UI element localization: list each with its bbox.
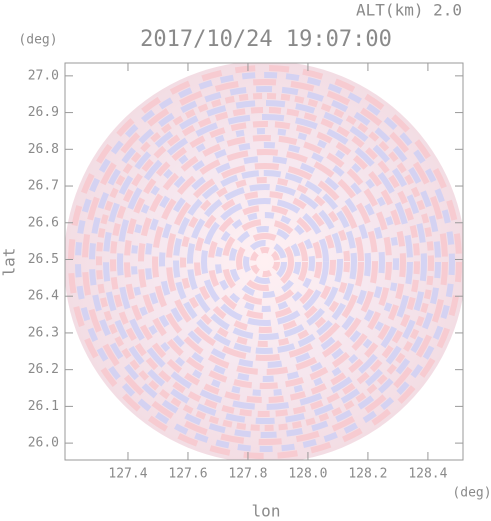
ring (103, 100, 427, 424)
ring (159, 156, 371, 368)
x-axis-label: lon (252, 502, 281, 521)
y-tick-label: 27.0 (28, 68, 59, 83)
ring (208, 205, 322, 319)
x-tick-label: 128.2 (348, 467, 387, 482)
ring (75, 72, 455, 452)
ring (180, 177, 350, 347)
ring (117, 114, 413, 410)
ring (194, 191, 336, 333)
ring (236, 233, 294, 291)
y-tick-label: 26.8 (28, 142, 59, 157)
ring (250, 247, 280, 277)
ring (215, 212, 315, 312)
y-axis-label: lat (0, 248, 19, 277)
ring (145, 142, 385, 382)
y-unit: (deg) (18, 33, 57, 48)
x-tick-label: 127.6 (168, 467, 207, 482)
plot-frame (64, 62, 464, 461)
ring (96, 93, 434, 431)
ring (68, 65, 462, 459)
ring (166, 163, 364, 361)
ring (124, 121, 406, 403)
x-tick-label: 127.4 (108, 467, 147, 482)
ring (229, 226, 301, 298)
x-tick-label: 128.4 (408, 467, 447, 482)
y-tick-label: 26.6 (28, 215, 59, 230)
ring (243, 240, 287, 284)
y-tick-label: 26.1 (28, 399, 59, 414)
y-tick-label: 26.2 (28, 362, 59, 377)
y-tick-label: 26.5 (28, 252, 59, 267)
x-unit: (deg) (452, 486, 491, 501)
y-tick-label: 26.3 (28, 325, 59, 340)
ring (152, 149, 378, 375)
ring (201, 198, 329, 326)
ring (89, 86, 441, 438)
radar-disk (65, 63, 463, 460)
altitude-label: ALT(km) 2.0 (356, 1, 462, 20)
ring (82, 79, 448, 445)
y-tick-label: 26.7 (28, 179, 59, 194)
y-tick-label: 26.9 (28, 105, 59, 120)
ring (173, 170, 357, 354)
x-tick-label: 127.8 (228, 467, 267, 482)
ring (222, 219, 308, 305)
x-tick-label: 128.0 (288, 467, 327, 482)
ring (187, 184, 343, 340)
y-tick-label: 26.4 (28, 289, 59, 304)
ring (138, 135, 392, 389)
rings (68, 65, 462, 459)
ring (110, 107, 420, 417)
ring (131, 128, 399, 396)
chart-title: 2017/10/24 19:07:00 (140, 27, 392, 52)
y-tick-label: 26.0 (28, 436, 59, 451)
